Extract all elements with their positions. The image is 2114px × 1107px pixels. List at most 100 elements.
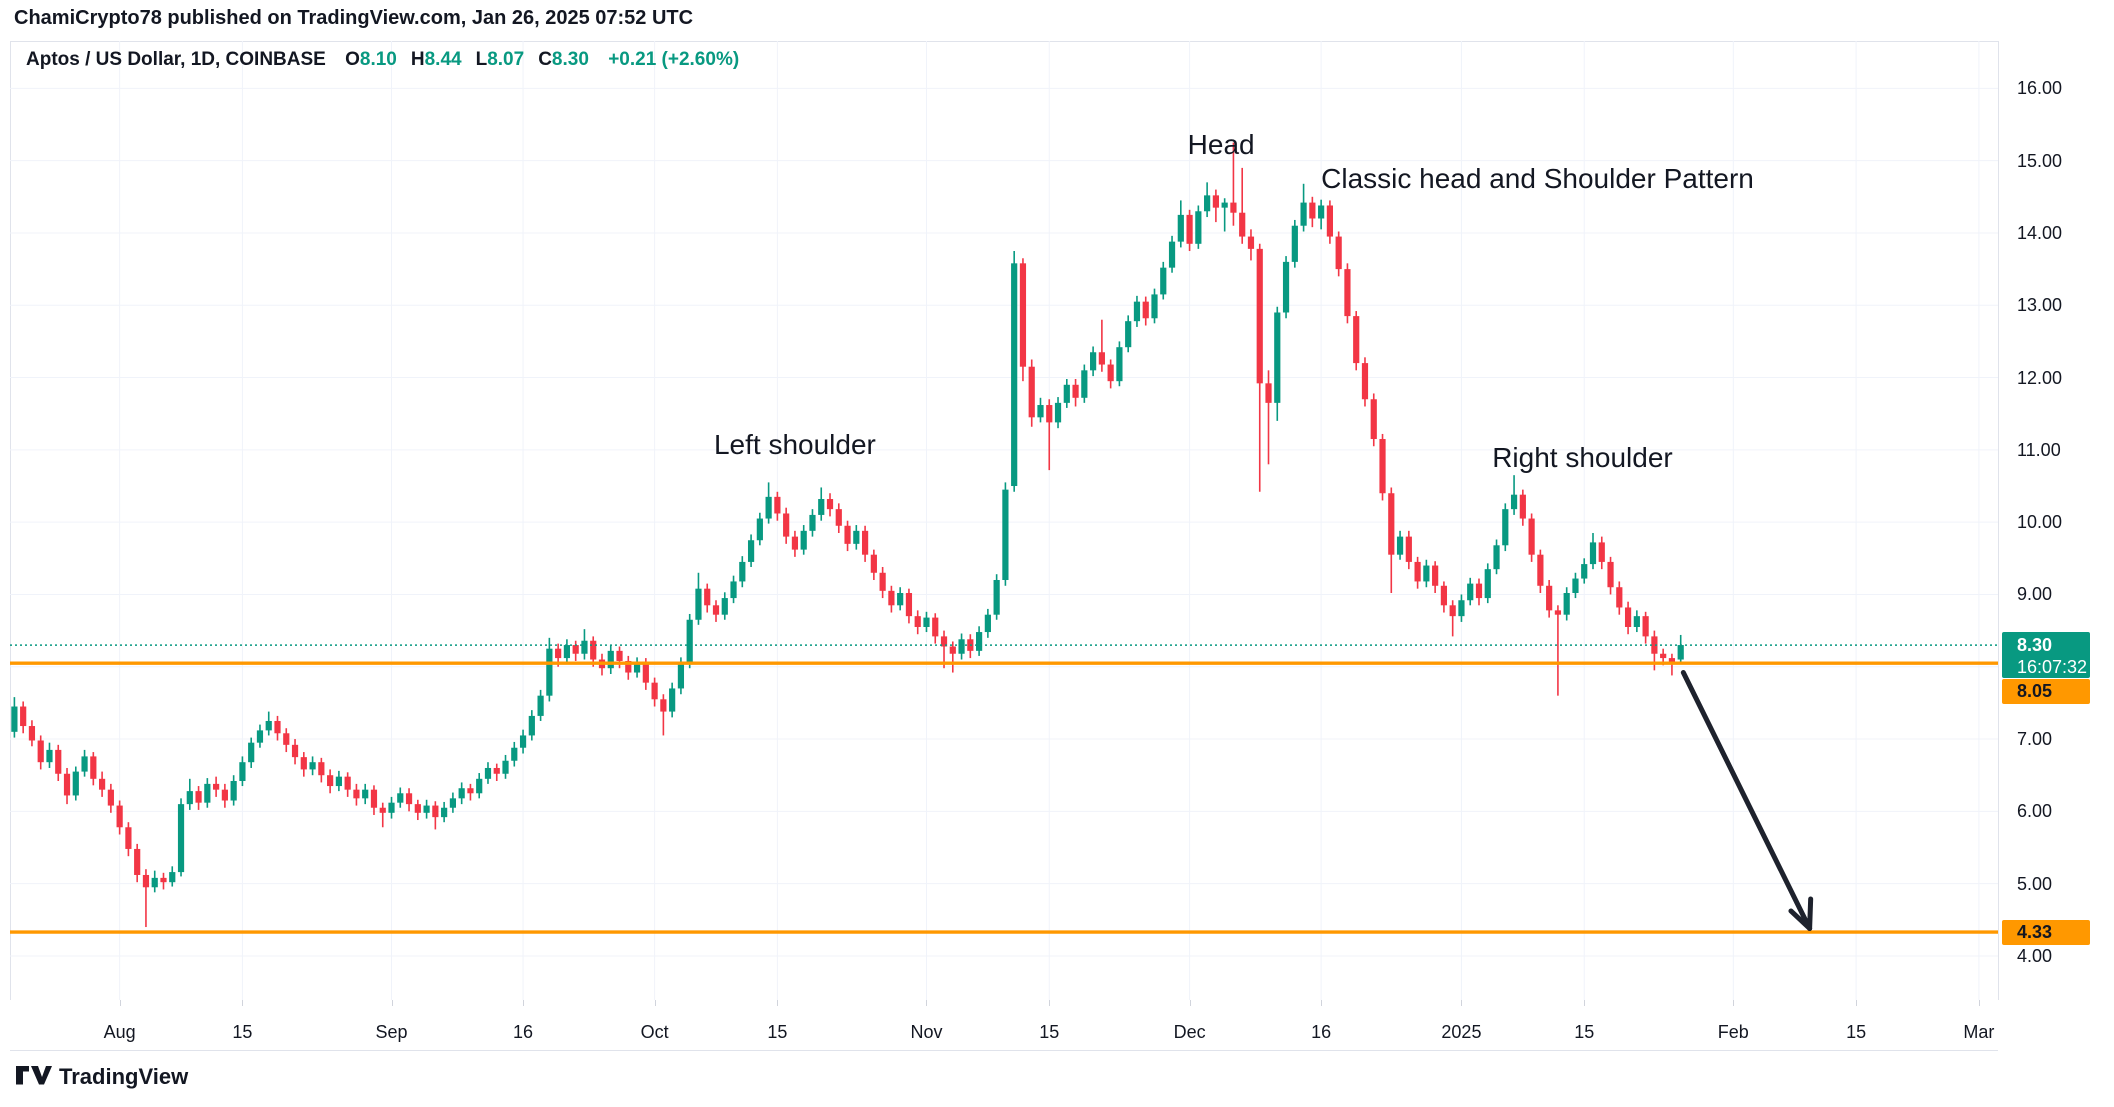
candle-body (1063, 384, 1070, 403)
time-axis-tick (1461, 1000, 1463, 1006)
candle-body (747, 540, 755, 562)
candle-body (511, 747, 518, 761)
ohlc-letter: H (410, 49, 425, 70)
annotation-right-shoulder[interactable]: Right shoulder (1492, 442, 1673, 474)
candle-body (134, 848, 141, 875)
candle-body (940, 636, 948, 647)
time-axis-tick (654, 1000, 656, 1006)
ohlc-value: 8.07 (487, 49, 525, 70)
candle-body (590, 640, 597, 660)
candle-body (1300, 202, 1307, 226)
candle-body (388, 802, 395, 813)
candle-body (1090, 352, 1097, 371)
candle-body (1546, 585, 1553, 611)
candle-body (1177, 214, 1184, 242)
candle-body (327, 775, 334, 787)
candle-body (1133, 301, 1141, 322)
level-badge: 4.33 (2002, 919, 2090, 945)
candle-body (625, 660, 632, 673)
candle-body (1370, 399, 1377, 440)
candle-body (861, 530, 869, 555)
candle-body (423, 805, 430, 813)
candle-body (283, 733, 290, 745)
time-axis-label: Sep (375, 1022, 408, 1042)
candle-body (993, 579, 1000, 615)
time-axis-label: Mar (1963, 1022, 1995, 1042)
candle-body (476, 778, 483, 794)
last-price-value: 8.30 (2017, 635, 2053, 656)
candle-body (107, 789, 114, 806)
time-axis-label: 15 (1574, 1022, 1595, 1042)
annotation-head[interactable]: Head (1187, 129, 1255, 161)
candle-body (1677, 645, 1684, 660)
candle-body (1537, 554, 1544, 586)
candle-body (1054, 402, 1062, 423)
breakdown-arrow[interactable] (1680, 670, 1813, 931)
candle-body (177, 804, 185, 873)
candle-body (344, 776, 351, 790)
ohlc-letter: L (475, 49, 488, 70)
time-axis-tick (523, 1000, 525, 1006)
candle-body (1221, 202, 1228, 208)
candle-body (853, 530, 860, 544)
candle-body (1247, 236, 1255, 249)
candle-body (616, 650, 623, 661)
time-axis[interactable]: Aug 15 Sep 16 Oct 15 Nov 15 Dec 16 2025 15 Feb 15 Mar (10, 1000, 1998, 1051)
candle-body (169, 872, 176, 883)
ohlc-value: 8.10 (359, 49, 397, 70)
time-axis-tick (926, 1000, 928, 1006)
last-price-badge: 8.30 16:07:32 (2002, 632, 2090, 679)
price-axis-label: 15.00 (2017, 150, 2063, 171)
candle-body (1098, 352, 1105, 365)
ohlc-letter: C (538, 49, 552, 70)
candle-body (1335, 236, 1342, 270)
candle-body (660, 699, 667, 712)
candle-body (502, 760, 509, 774)
candle-body (1353, 316, 1360, 364)
candle-body (1668, 658, 1676, 664)
candle-body (300, 757, 307, 770)
candle-body (984, 614, 991, 633)
time-axis-label: 15 (1039, 1022, 1060, 1042)
price-axis-label: 12.00 (2017, 367, 2063, 388)
candle-body (46, 749, 53, 763)
candle-body (1151, 294, 1158, 319)
candle-body (1019, 263, 1027, 367)
price-axis[interactable]: 16.00 15.00 14.00 13.00 12.00 11.00 10.00 9.00 8… (1998, 41, 2114, 1000)
candle-body (976, 632, 983, 651)
candle-body (125, 827, 132, 849)
annotation-classic-head-and-shoulder-pattern[interactable]: Classic head and Shoulder Pattern (1321, 163, 1754, 195)
candle-body (1510, 494, 1518, 510)
time-axis-tick (242, 1000, 244, 1006)
candle-body (826, 499, 834, 510)
candle-body (739, 561, 746, 582)
candle-body (1344, 269, 1351, 317)
chart-plot[interactable] (10, 41, 1998, 1000)
candle-body (1195, 211, 1202, 244)
candle-body (905, 593, 913, 617)
candle-body (958, 639, 965, 654)
chart-legend[interactable]: Aptos / US Dollar, 1D, COINBASE O8.10 H8.… (26, 49, 739, 71)
candle-body (774, 496, 781, 514)
time-axis-tick (391, 1000, 393, 1006)
candle-body (1160, 267, 1167, 295)
candle-body (809, 514, 816, 531)
chart-frame (10, 41, 1998, 1051)
candle-body (160, 877, 167, 883)
candle-body (1598, 542, 1605, 562)
candle-body (274, 720, 281, 734)
price-axis-label: 14.00 (2017, 222, 2063, 243)
candle-body (519, 735, 527, 748)
time-axis-label: 16 (513, 1022, 534, 1042)
candle-body (151, 877, 158, 888)
candle-body (669, 688, 676, 712)
candle-body (1660, 653, 1667, 659)
candle-body (239, 762, 246, 781)
candle-body (1467, 583, 1474, 601)
candle-body (879, 572, 886, 591)
candle-body (72, 771, 79, 796)
change-value: +0.21 (+2.60%) (608, 49, 740, 70)
annotation-left-shoulder[interactable]: Left shoulder (713, 429, 876, 461)
candle-body (1616, 587, 1623, 608)
candle-body (362, 789, 369, 799)
